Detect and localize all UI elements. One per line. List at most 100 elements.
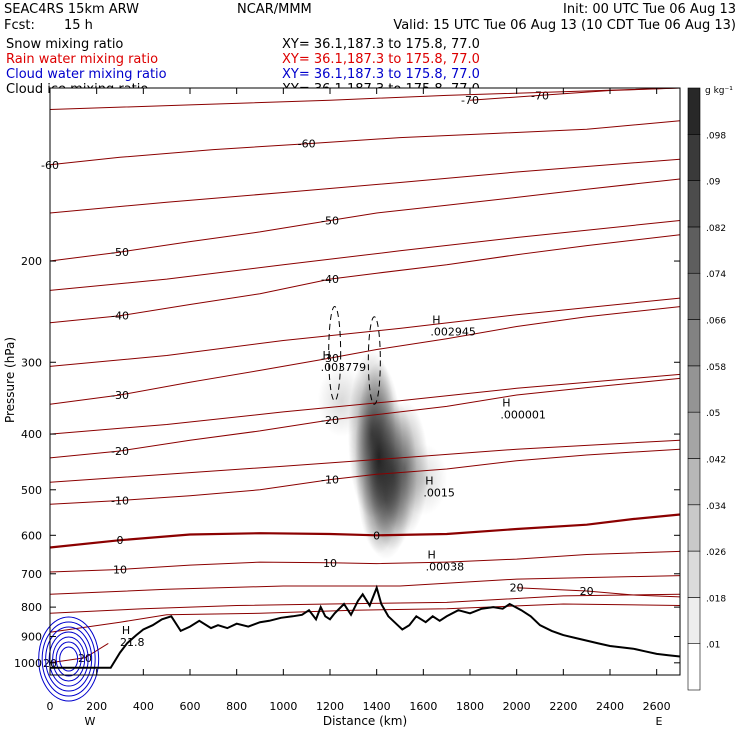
isotherm — [49, 377, 681, 459]
colorbar-bin — [687, 550, 701, 598]
isotherm-unlabeled — [49, 87, 681, 110]
isotherm-label: -40 — [111, 310, 129, 323]
colorbar-tick-label: .09 — [706, 178, 721, 188]
x-tick-label: 0 — [47, 700, 54, 713]
init-time: Init: 00 UTC Tue 06 Aug 13 — [563, 2, 736, 17]
colorbar-tick-label: .058 — [706, 363, 726, 373]
valid-time: Valid: 15 UTC Tue 06 Aug 13 (10 CDT Tue … — [393, 18, 736, 33]
y-tick-label: 300 — [21, 356, 42, 369]
x-tick-label: 2600 — [643, 700, 671, 713]
isotherm-unlabeled — [49, 220, 681, 291]
precip-blob — [317, 364, 366, 437]
ice-contour — [328, 306, 342, 402]
colorbar-tick-label: .074 — [706, 270, 726, 280]
model-title: SEAC4RS 15km ARW — [4, 2, 139, 17]
isotherm — [49, 513, 681, 549]
isotherm-label: -10 — [111, 495, 129, 508]
field-xy: XY= 36.1,187.3 to 175.8, 77.0 — [282, 67, 480, 82]
isotherm-label: -70 — [461, 94, 479, 107]
maximum-value: .002945 — [430, 325, 476, 338]
colorbar-bin — [687, 180, 701, 228]
colorbar-tick-label: .018 — [706, 594, 726, 604]
isotherm-label: 10 — [113, 563, 127, 576]
colorbar-bin — [687, 272, 701, 320]
organization-label: NCAR/MMM — [237, 2, 312, 17]
isotherm-unlabeled — [49, 158, 681, 214]
isotherm-label: 0 — [117, 534, 124, 547]
terrain-line — [50, 584, 681, 669]
field-xy: XY= 36.1,187.3 to 175.8, 77.0 — [282, 52, 480, 67]
colorbar-bin — [687, 411, 701, 459]
colorbar-tick-label: .042 — [706, 455, 726, 465]
precip-blob — [399, 443, 448, 516]
isotherm-unlabeled — [49, 297, 681, 367]
colorbar-bin — [687, 458, 701, 506]
colorbar-tick-label: .098 — [706, 131, 726, 141]
x-tick-label: 2000 — [503, 700, 531, 713]
isotherm-label: -70 — [531, 89, 549, 102]
maximum-value: .000001 — [500, 409, 546, 422]
y-tick-label: 400 — [21, 428, 42, 441]
cloud-water-contour — [48, 631, 89, 687]
x-tick-label: 2400 — [596, 700, 624, 713]
isotherm-label: -40 — [321, 273, 339, 286]
maxima-labels: H.003779H.002945H.000001H.0015H.00038H21… — [120, 313, 546, 649]
x-tick-label: 1600 — [409, 700, 437, 713]
cloud-ice-contours — [328, 306, 381, 405]
colorbar: .01 .018 .026 .034 .042 .05 .058 .066 .074 .082 .0… — [687, 87, 726, 691]
y-tick-label: 1000 — [14, 657, 42, 670]
terrain-outline — [50, 584, 681, 669]
colorbar-units: g kg⁻¹ — [705, 86, 733, 96]
isotherm-label: 10 — [323, 557, 337, 570]
colorbar-tick-label: .01 — [706, 641, 720, 651]
y-tick-label: 500 — [21, 484, 42, 497]
colorbar-bin — [687, 597, 701, 644]
field-xy: XY= 36.1,187.3 to 175.8, 77.0 — [282, 37, 480, 52]
plot-frame — [49, 87, 681, 676]
isotherm-label: -60 — [298, 138, 316, 151]
forecast-hour: 15 h — [64, 18, 93, 33]
precip-blob — [362, 439, 410, 560]
isotherm-label: 0 — [373, 529, 380, 542]
isotherm-label: -30 — [321, 352, 339, 365]
maximum-marker: H — [122, 624, 130, 637]
maximum-marker: H — [502, 397, 510, 410]
x-tick-label: 200 — [86, 700, 107, 713]
colorbar-bin — [687, 319, 701, 367]
cloud-water-contour — [52, 636, 86, 682]
y-axis-label: Pressure (hPa) — [3, 337, 17, 423]
x-tick-label: 1000 — [269, 700, 297, 713]
east-label: E — [656, 715, 663, 728]
temperature-contours: -60-60-70 -70-50-50-40-40-30-30-20-20-10-… — [41, 87, 681, 670]
cloud-water-contour — [45, 626, 93, 692]
isotherm-label: -30 — [111, 389, 129, 402]
isotherm-label: 20 — [510, 582, 524, 595]
isotherm-unlabeled — [49, 575, 681, 595]
forecast-label: Fcst: — [4, 18, 35, 33]
x-tick-label: 1200 — [316, 700, 344, 713]
isotherm-label: -10 — [321, 474, 339, 487]
isotherm-label: -20 — [321, 414, 339, 427]
cloud-water-contour — [38, 616, 100, 702]
colorbar-bin — [687, 365, 701, 413]
y-tick-label: 600 — [21, 529, 42, 542]
maximum-marker: H — [432, 313, 440, 326]
x-tick-label: 2200 — [549, 700, 577, 713]
isotherm-label: -50 — [111, 246, 129, 259]
field-name: Cloud water mixing ratio — [6, 67, 167, 82]
isotherm — [49, 120, 681, 166]
x-tick-label: 800 — [226, 700, 247, 713]
maximum-value: 21.8 — [120, 636, 145, 649]
colorbar-bin — [687, 134, 701, 181]
mixing-ratio-shading — [317, 350, 448, 560]
x-tick-label: 600 — [180, 700, 201, 713]
isotherm-label: -50 — [321, 214, 339, 227]
isotherm — [49, 234, 681, 324]
colorbar-bin — [687, 643, 701, 691]
x-tick-label: 1800 — [456, 700, 484, 713]
field-name: Rain water mixing ratio — [6, 52, 158, 67]
maximum-marker: H — [428, 549, 436, 562]
isotherm — [49, 550, 681, 573]
